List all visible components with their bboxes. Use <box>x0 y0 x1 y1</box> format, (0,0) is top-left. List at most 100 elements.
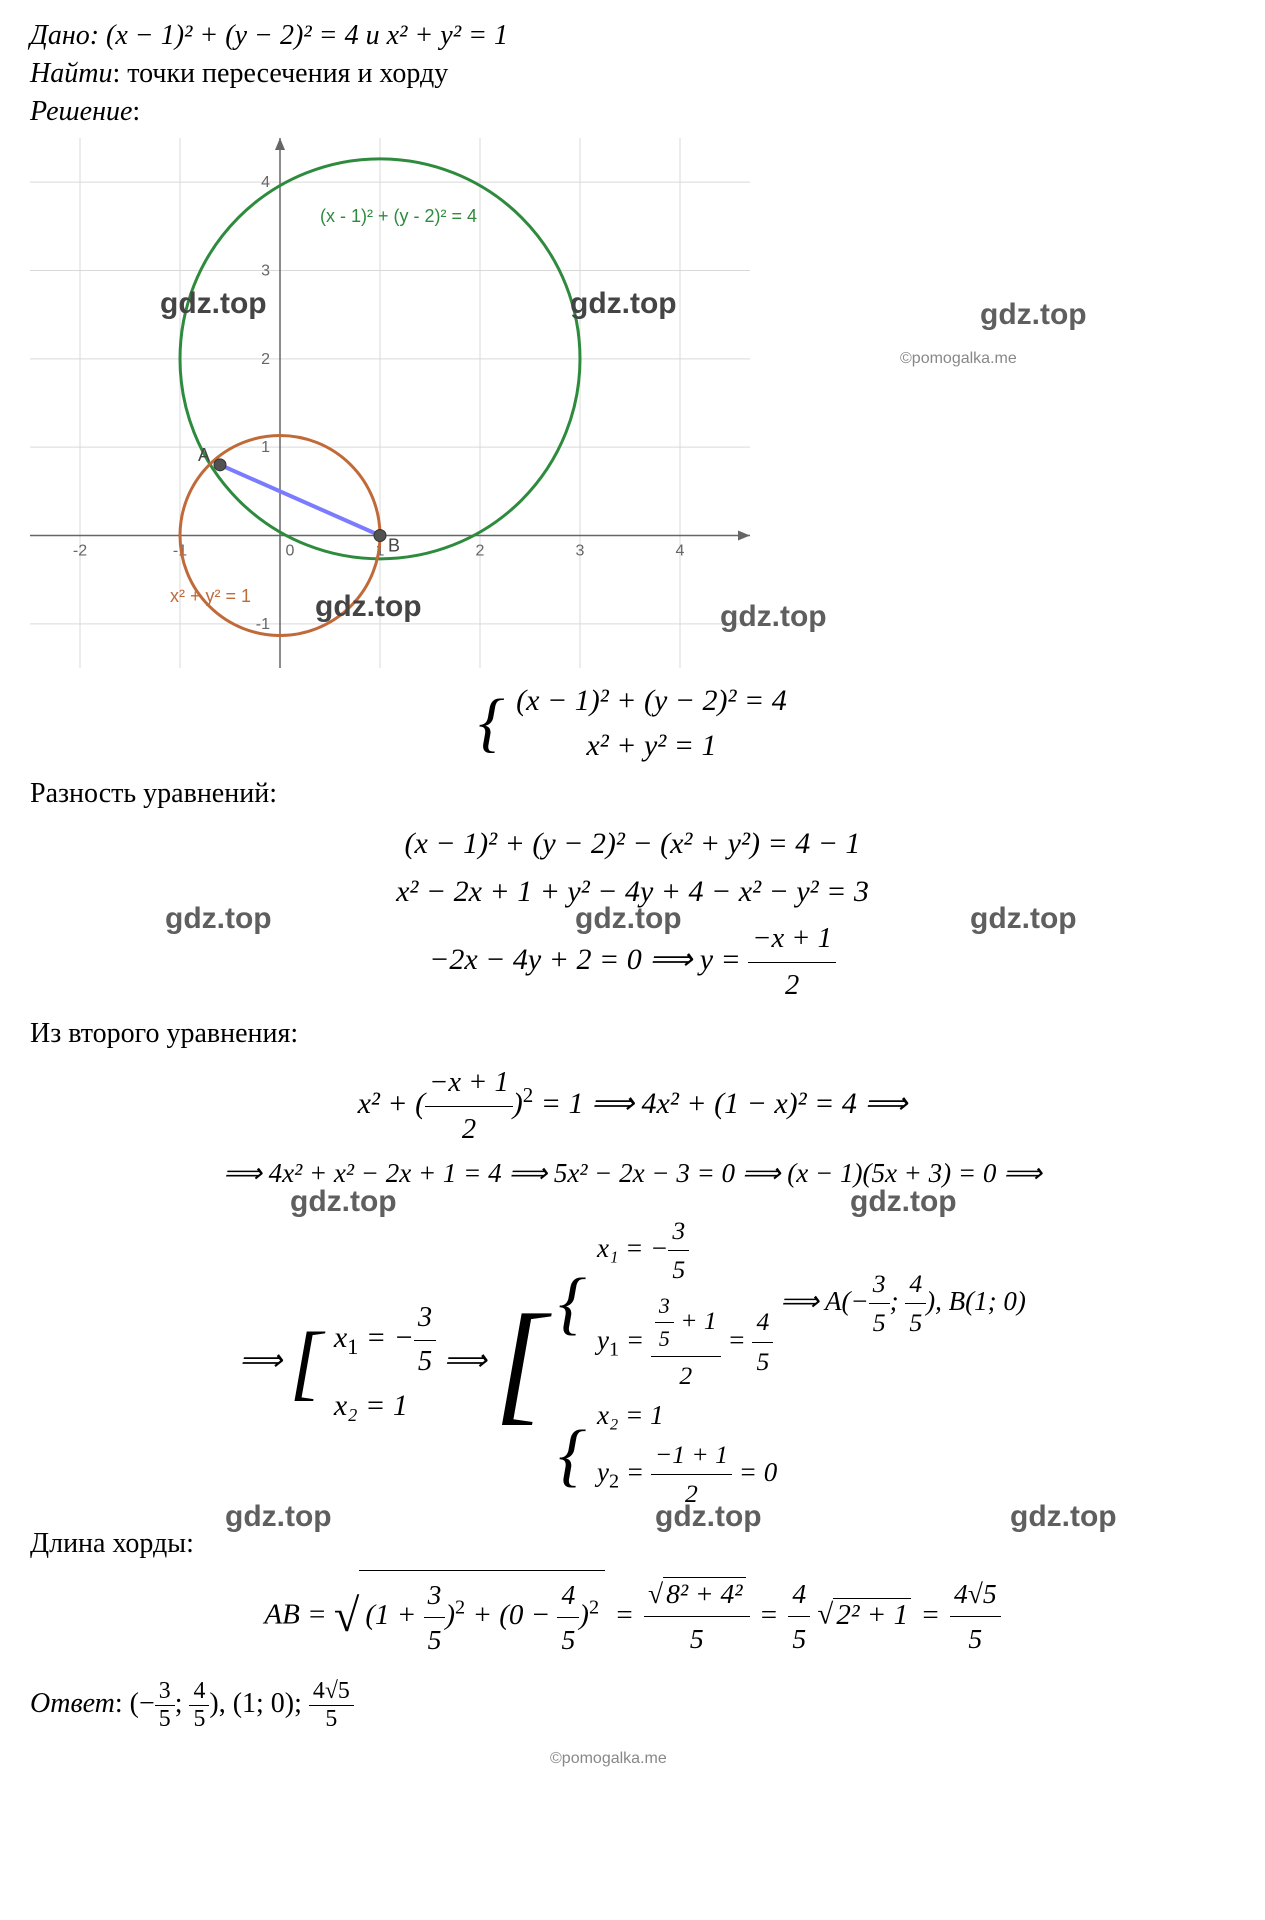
sub-l1a: x² + <box>358 1087 416 1120</box>
svg-text:4: 4 <box>676 543 685 560</box>
op1xn: 3 <box>155 1678 175 1706</box>
sub-l1-num: −x + 1 <box>425 1060 513 1107</box>
pAxd: 5 <box>869 1304 890 1342</box>
watermark-gdztop: gdz.top <box>850 1185 957 1219</box>
raznost-label: Разность уравнений: <box>30 778 1235 810</box>
system-line2: x² + y² = 1 <box>516 723 787 768</box>
sub-l2: ⟹ 4x² + x² − 2x + 1 = 4 ⟹ 5x² − 2x − 3 =… <box>30 1152 1235 1195</box>
bracket-icon: [ <box>290 1329 323 1396</box>
c2-x: x₂ = 1 <box>597 1395 777 1436</box>
copyright-text: ©pomogalka.me <box>550 1750 667 1768</box>
c1en: 4 <box>752 1303 773 1342</box>
sub-l1: x² + ( −x + 1 2 )2 = 1 ⟹ 4x² + (1 − x)² … <box>30 1060 1235 1152</box>
case2: { x₂ = 1 y2 = −1 + 12 = 0 <box>558 1395 1026 1513</box>
svg-text:3: 3 <box>261 263 270 280</box>
ab2n: 4 <box>557 1573 579 1618</box>
naiti-line: Найти: точки пересечения и хорду <box>30 58 1235 90</box>
dano-label: Дано <box>30 20 90 51</box>
svg-text:gdz.top: gdz.top <box>570 287 677 320</box>
reshenie-label: Решение <box>30 96 132 127</box>
abfn: 4√5 <box>950 1572 1001 1617</box>
c2eq: = 0 <box>732 1457 777 1487</box>
iz-vtorogo-label: Из второго уравнения: <box>30 1018 1235 1050</box>
c2n: −1 + 1 <box>651 1436 732 1475</box>
svg-text:4: 4 <box>261 174 270 191</box>
case1: { x₁ = −35 y1 = 35 + 12 = 45 ⟹ A(−35; 45… <box>558 1212 1026 1396</box>
c1nd: 5 <box>655 1323 674 1356</box>
ab-s2n: √8² + 4² <box>644 1572 750 1617</box>
diff-l3a: −2x − 4y + 2 = 0 ⟹ y = <box>429 943 748 976</box>
c1d: 2 <box>651 1357 721 1395</box>
diff-l1: (x − 1)² + (y − 2)² − (x² + y²) = 4 − 1 <box>30 820 1235 868</box>
ab3cd: 5 <box>788 1617 810 1661</box>
svg-text:A: A <box>198 445 210 465</box>
diff-l3-den: 2 <box>748 963 836 1009</box>
reshenie-suffix: : <box>132 96 140 127</box>
c1-y1: y1 = 35 + 12 = 45 <box>597 1290 773 1396</box>
dano-expr: : (x − 1)² + (y − 2)² = 4 и x² + y² = 1 <box>90 20 508 51</box>
ab-s2nn: 8² + 4² <box>663 1577 745 1609</box>
ab-pref: AB = <box>264 1599 334 1631</box>
roots-block: ⟹ [ x1 = −35 x₂ = 1 ⟹ [ { x₁ = −35 y1 = … <box>30 1212 1235 1514</box>
bracket2-icon: [ <box>494 1309 547 1417</box>
svg-text:(x - 1)² + (y - 2)² = 4: (x - 1)² + (y - 2)² = 4 <box>320 206 477 226</box>
c1y1num: 35 + 1 <box>651 1290 721 1357</box>
naiti-label: Найти <box>30 58 112 89</box>
answer-line: Ответ: (−35; 45), (1; 0); 4√55 <box>30 1678 1235 1733</box>
svg-text:2: 2 <box>476 543 485 560</box>
c1nn: 3 <box>655 1290 674 1324</box>
svg-text:1: 1 <box>261 439 270 456</box>
ab3cn: 4 <box>788 1572 810 1617</box>
svg-text:-2: -2 <box>73 543 87 560</box>
brace3-icon: { <box>558 1427 586 1483</box>
watermark-gdztop: gdz.top <box>575 902 682 936</box>
c1p: + 1 <box>674 1306 717 1335</box>
ab-rad1: (1 + 35)2 + (0 − 45)2 <box>359 1570 605 1664</box>
c1x1n: 3 <box>668 1212 689 1251</box>
watermark-gdztop: gdz.top <box>970 902 1077 936</box>
abfd: 5 <box>950 1617 1001 1661</box>
ab1d: 5 <box>424 1618 446 1662</box>
svg-text:0: 0 <box>286 543 295 560</box>
substitution-block: x² + ( −x + 1 2 )2 = 1 ⟹ 4x² + (1 − x)² … <box>30 1060 1235 1514</box>
svg-text:x² + y² = 1: x² + y² = 1 <box>170 586 251 606</box>
sub-l1-den: 2 <box>425 1107 513 1153</box>
op1yd: 5 <box>189 1706 209 1733</box>
watermark-gdztop: gdz.top <box>225 1500 332 1534</box>
c1-x1: x₁ = −35 <box>597 1212 773 1290</box>
cartesian-chart: -2-101234-11234(x - 1)² + (y - 2)² = 4x²… <box>30 138 750 668</box>
op1yn: 4 <box>189 1678 209 1706</box>
svg-text:gdz.top: gdz.top <box>160 287 267 320</box>
ab1n: 3 <box>424 1573 446 1618</box>
sub-l1b: = 1 ⟹ 4x² + (1 − x)² = 4 ⟹ <box>541 1087 908 1120</box>
copyright-text: ©pomogalka.me <box>900 350 1017 368</box>
pAxn: 3 <box>869 1265 890 1304</box>
diff-l3-num: −x + 1 <box>748 916 836 963</box>
naiti-text: : точки пересечения и хорду <box>112 58 448 89</box>
ofn: 4√5 <box>309 1678 354 1706</box>
ab-s2d: 5 <box>644 1617 750 1661</box>
watermark-gdztop: gdz.top <box>720 600 827 634</box>
chart-container: -2-101234-11234(x - 1)² + (y - 2)² = 4x²… <box>30 138 750 668</box>
c1x1d: 5 <box>668 1251 689 1289</box>
op1xd: 5 <box>155 1706 175 1733</box>
pB: , B(1; 0) <box>935 1286 1026 1316</box>
ab2d: 5 <box>557 1618 579 1662</box>
svg-text:3: 3 <box>576 543 585 560</box>
op2: , (1; 0); <box>219 1688 309 1719</box>
c1arrow: ⟹ A <box>780 1286 841 1316</box>
system-line1: (x − 1)² + (y − 2)² = 4 <box>516 678 787 723</box>
ab-calculation: AB = √(1 + 35)2 + (0 − 45)2 = √8² + 4²5 … <box>30 1570 1235 1664</box>
c1x1t: x₁ = − <box>597 1233 668 1263</box>
watermark-gdztop: gdz.top <box>290 1185 397 1219</box>
watermark-gdztop: gdz.top <box>980 298 1087 332</box>
brace2-icon: { <box>558 1275 586 1331</box>
pAyd: 5 <box>905 1304 926 1342</box>
watermark-gdztop: gdz.top <box>1010 1500 1117 1534</box>
rx1n: 3 <box>414 1297 436 1341</box>
system-equations: { (x − 1)² + (y − 2)² = 4 x² + y² = 1 <box>30 678 1235 768</box>
watermark-gdztop: gdz.top <box>165 902 272 936</box>
pAyn: 4 <box>905 1265 926 1304</box>
root-x1: x1 = −35 <box>334 1297 436 1384</box>
brace-icon: { <box>478 697 504 750</box>
